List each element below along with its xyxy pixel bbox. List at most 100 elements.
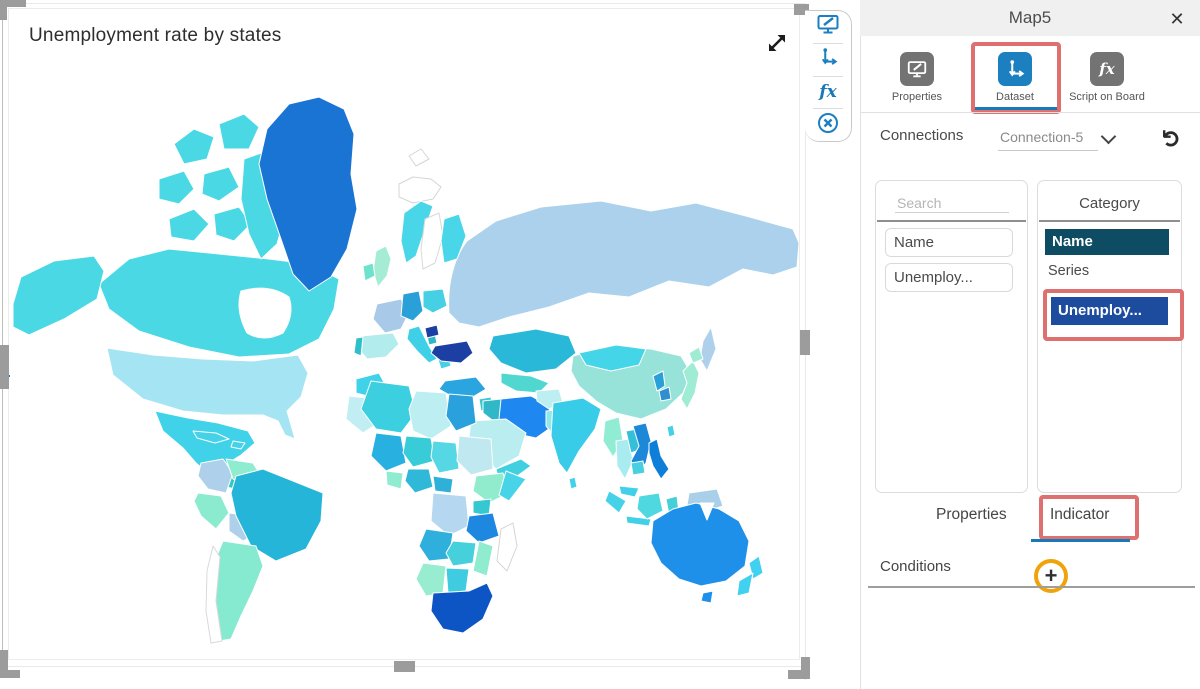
resize-handle-bottom-left-v[interactable] xyxy=(0,650,8,678)
map-region-drc[interactable] xyxy=(430,492,470,537)
map-region-somalia[interactable] xyxy=(498,470,527,502)
map-region-libya[interactable] xyxy=(408,390,452,440)
map-region-russia[interactable] xyxy=(448,200,799,328)
map-region-norway[interactable] xyxy=(400,200,434,264)
toolbar-dataset-button[interactable] xyxy=(805,44,851,76)
map-region-java[interactable] xyxy=(625,515,652,527)
map-region-portugal[interactable] xyxy=(353,336,364,357)
connection-select[interactable]: Connection-5 xyxy=(1000,129,1083,145)
map-region-zambia[interactable] xyxy=(445,540,477,567)
map-region-kazakhstan[interactable] xyxy=(488,328,577,374)
map-region-egypt[interactable] xyxy=(445,393,477,432)
tab-script-on-board[interactable]: fx Script on Board xyxy=(1064,52,1150,103)
resize-handle-top-left-h[interactable] xyxy=(0,0,26,7)
map-region-finland[interactable] xyxy=(440,213,467,264)
map-region-argentina[interactable] xyxy=(212,540,264,642)
map-region-alaska[interactable] xyxy=(12,255,105,336)
map-region-france[interactable] xyxy=(372,298,410,334)
map-region-greenland[interactable] xyxy=(258,96,358,292)
resize-handle-left-mid[interactable] xyxy=(0,345,9,389)
map-region-tasmania[interactable] xyxy=(700,590,714,604)
refresh-icon[interactable]: ↻ xyxy=(1158,128,1186,149)
map-region-chad[interactable] xyxy=(430,440,460,474)
map-region-india[interactable] xyxy=(550,397,602,474)
resize-handle-bottom-right-v[interactable] xyxy=(801,657,810,679)
map-region-mozambique[interactable] xyxy=(472,540,494,577)
series-item-unemployment[interactable]: Unemploy... xyxy=(1051,297,1168,325)
map-region-cuba[interactable] xyxy=(192,430,230,444)
map-region-namibia[interactable] xyxy=(415,562,447,597)
world-map xyxy=(12,96,799,644)
map-region-malaysia[interactable] xyxy=(618,485,640,498)
map-region-korea-south[interactable] xyxy=(658,386,672,402)
map-region-algeria[interactable] xyxy=(360,380,417,434)
map-region-arctic-1[interactable] xyxy=(173,128,215,165)
map-region-peru[interactable] xyxy=(193,492,230,530)
map-region-cambodia[interactable] xyxy=(630,460,646,476)
map-region-ukraine[interactable] xyxy=(430,340,474,364)
map-region-niger[interactable] xyxy=(402,435,436,468)
map-region-madagascar[interactable] xyxy=(496,522,518,572)
expand-icon[interactable] xyxy=(761,27,793,59)
resize-handle-bottom-left-h[interactable] xyxy=(0,670,20,678)
map-widget-card[interactable]: Unemployment rate by states xyxy=(8,8,800,660)
map-region-sumatra[interactable] xyxy=(604,490,627,514)
map-region-borneo[interactable] xyxy=(636,492,664,520)
map-region-sakhalin[interactable] xyxy=(699,326,717,372)
map-region-ghana[interactable] xyxy=(385,470,404,490)
map-region-italy[interactable] xyxy=(406,325,438,364)
tab-properties[interactable]: Properties xyxy=(874,52,960,103)
resize-handle-right-mid[interactable] xyxy=(800,330,810,355)
map-region-nz-south[interactable] xyxy=(736,572,754,597)
map-region-arctic-3[interactable] xyxy=(158,170,195,205)
resize-handle-bottom-right-h[interactable] xyxy=(788,670,810,679)
map-region-australia[interactable] xyxy=(650,502,750,587)
map-region-sri-lanka[interactable] xyxy=(568,476,578,490)
bottom-tab-indicator[interactable]: Indicator xyxy=(1050,506,1110,523)
map-region-arctic-5[interactable] xyxy=(168,208,210,242)
map-region-iceland[interactable] xyxy=(398,176,442,204)
map-region-ireland[interactable] xyxy=(362,262,376,282)
map-region-angola[interactable] xyxy=(418,528,454,562)
map-region-tanzania[interactable] xyxy=(465,512,500,544)
map-region-lithuania[interactable] xyxy=(424,324,440,339)
map-region-poland[interactable] xyxy=(422,288,448,314)
bottom-tab-properties[interactable]: Properties xyxy=(936,506,1007,523)
toolbar-close-button[interactable] xyxy=(805,109,851,141)
map-region-nigeria[interactable] xyxy=(404,468,434,494)
field-item-unemployment[interactable]: Unemploy... xyxy=(885,263,1013,292)
map-region-svalbard[interactable] xyxy=(408,148,430,167)
map-region-mali[interactable] xyxy=(370,432,407,472)
map-region-sweden[interactable] xyxy=(420,212,444,270)
resize-handle-bottom-mid[interactable] xyxy=(394,661,415,672)
map-region-cameroon[interactable] xyxy=(432,475,454,494)
resize-handle-top-left-v[interactable] xyxy=(0,0,7,20)
search-input[interactable] xyxy=(895,194,1009,213)
map-region-chile[interactable] xyxy=(205,545,223,644)
resize-handle-top-right[interactable] xyxy=(794,4,809,15)
map-region-arctic-2[interactable] xyxy=(218,113,260,150)
map-region-botswana[interactable] xyxy=(445,567,470,594)
map-region-arctic-4[interactable] xyxy=(201,166,240,202)
map-region-hokkaido[interactable] xyxy=(688,346,704,364)
map-region-taiwan[interactable] xyxy=(666,424,676,438)
map-region-germany[interactable] xyxy=(400,290,424,322)
map-region-usa[interactable] xyxy=(106,347,309,440)
map-region-arctic-6[interactable] xyxy=(213,206,252,242)
map-region-mongolia[interactable] xyxy=(578,344,647,372)
toolbar-script-button[interactable]: fx xyxy=(805,77,851,109)
tab-dataset[interactable]: Dataset xyxy=(972,52,1058,103)
map-region-south-africa[interactable] xyxy=(430,582,494,634)
map-region-colombia[interactable] xyxy=(197,458,234,494)
category-item-name[interactable]: Name xyxy=(1045,229,1169,255)
map-region-hispaniola[interactable] xyxy=(230,440,246,450)
map-region-philippines[interactable] xyxy=(648,438,670,480)
map-region-uk[interactable] xyxy=(372,245,392,288)
map-region-sudan[interactable] xyxy=(456,435,494,476)
field-item-name[interactable]: Name xyxy=(885,228,1013,257)
map-region-brazil[interactable] xyxy=(230,468,324,562)
toolbar-properties-button[interactable] xyxy=(805,11,851,43)
map-region-korea-north[interactable] xyxy=(652,370,666,392)
panel-close-button[interactable]: ✕ xyxy=(1169,8,1185,29)
map-region-thailand[interactable] xyxy=(615,438,634,480)
